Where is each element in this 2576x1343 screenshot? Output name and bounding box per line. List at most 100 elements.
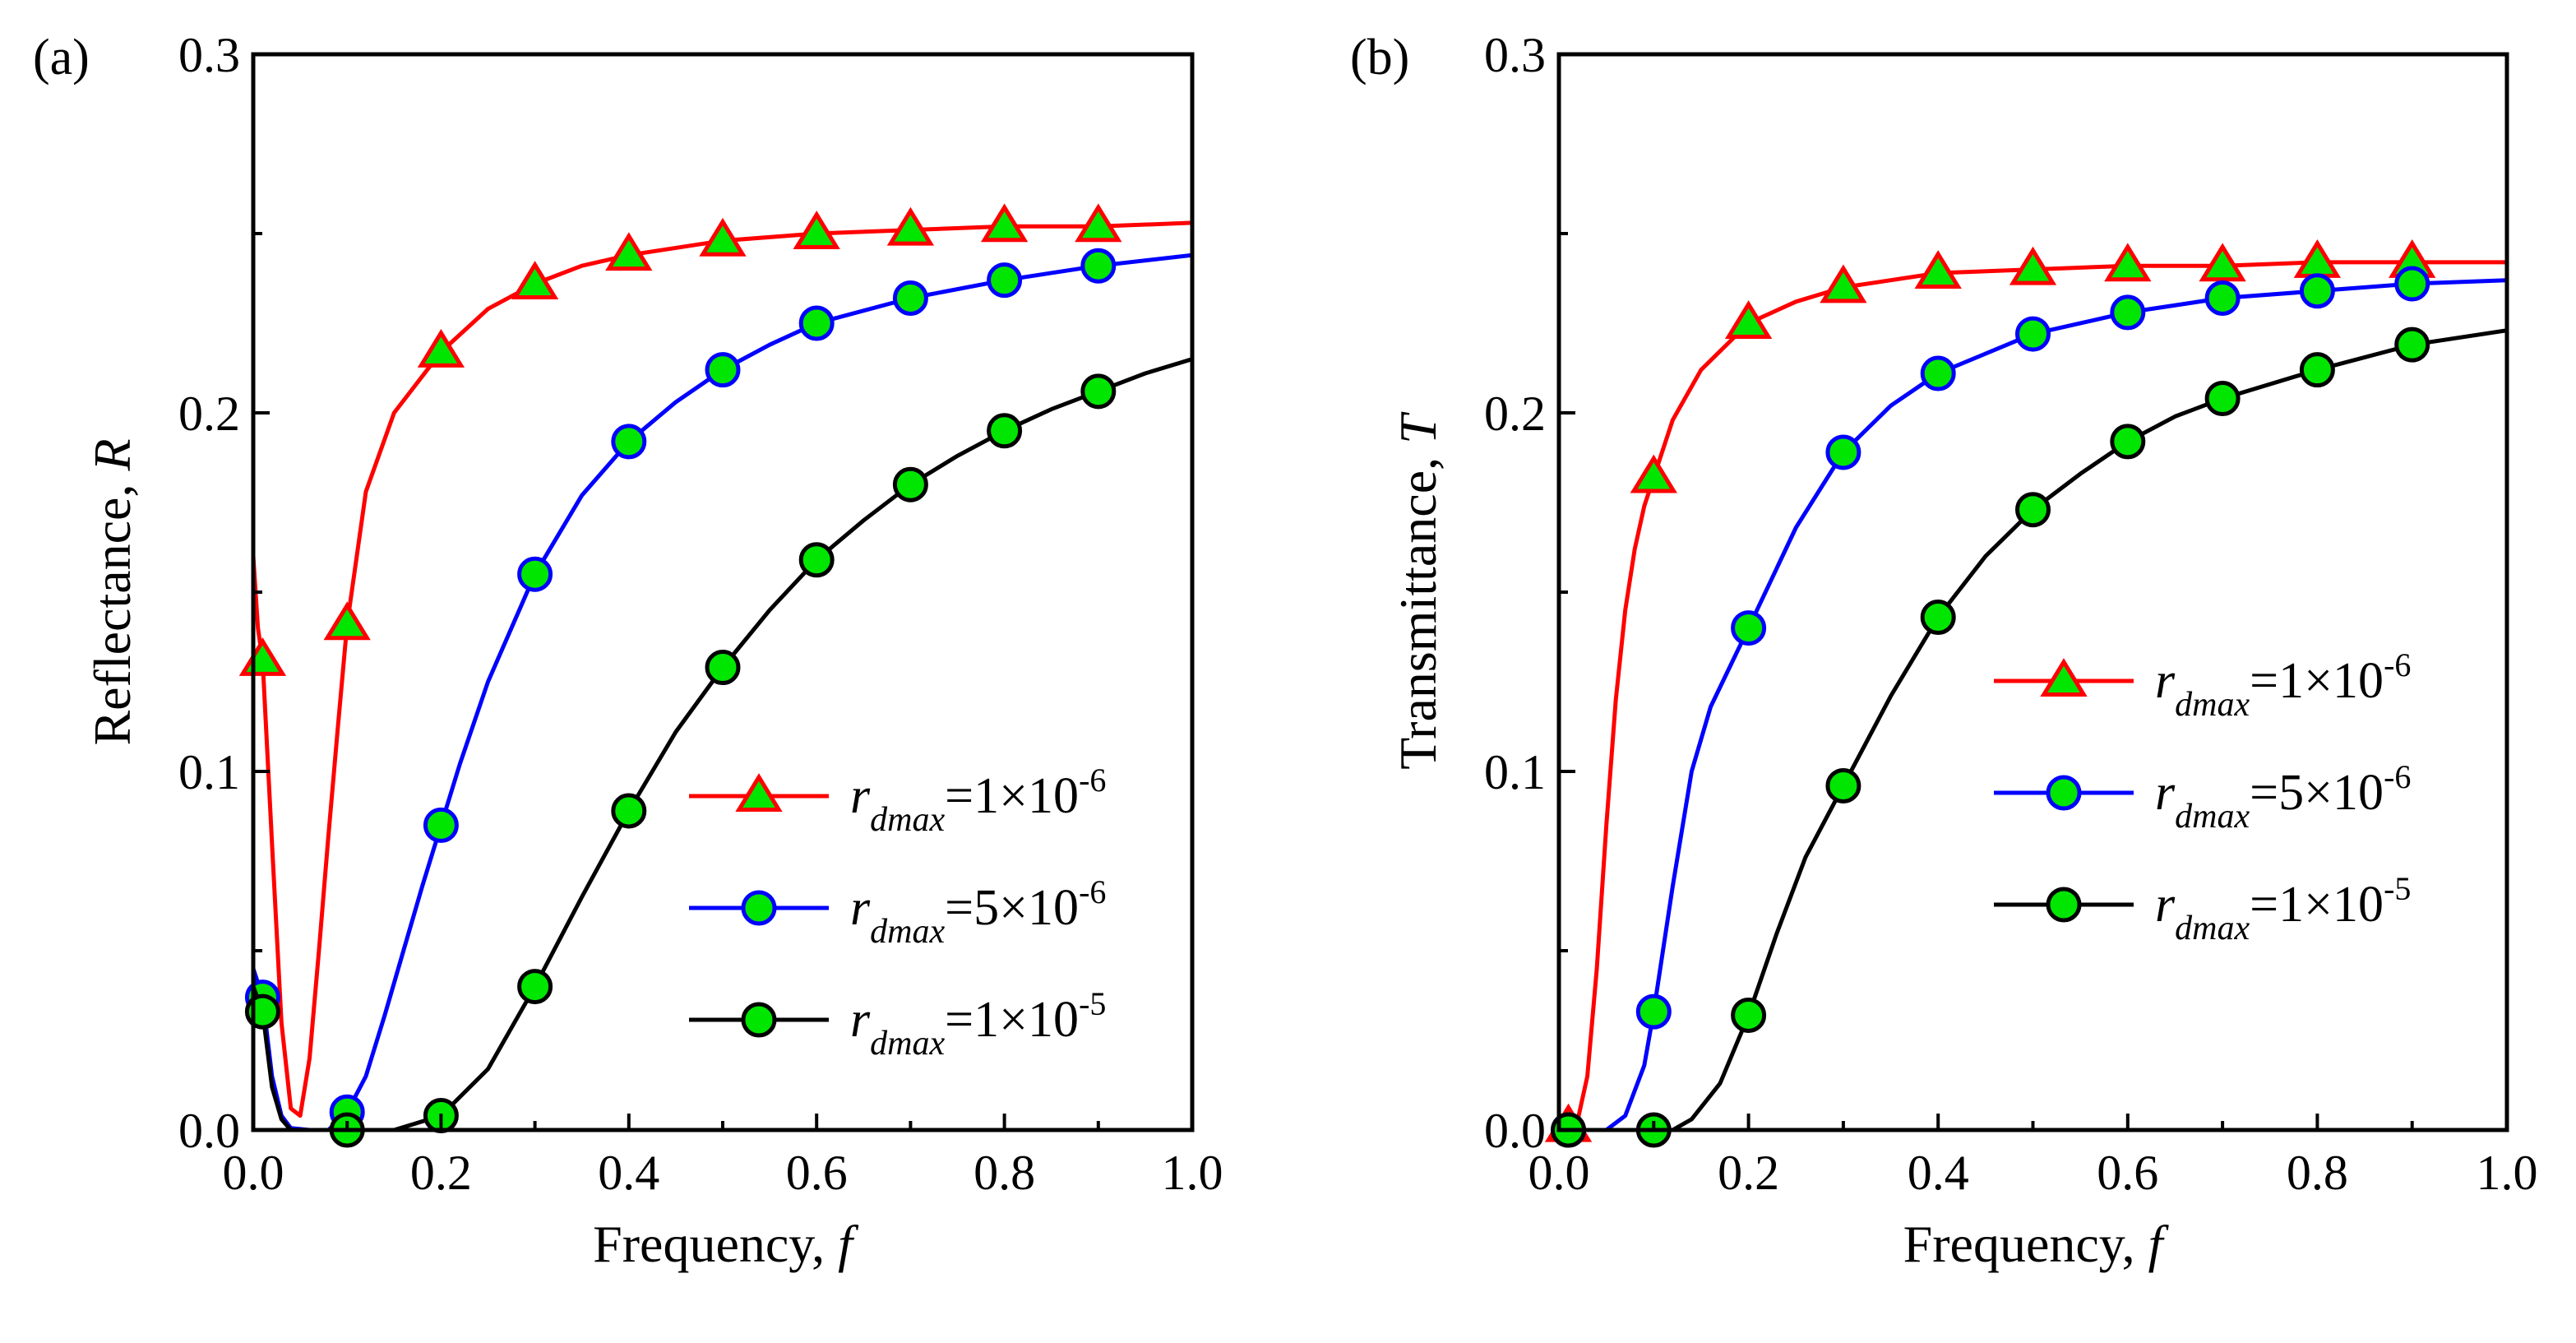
data-point [2204, 280, 2241, 316]
x-tick-label: 0.0 [223, 1146, 284, 1200]
data-point [705, 650, 741, 686]
x-tick-label: 0.8 [2287, 1146, 2348, 1200]
data-point [517, 556, 553, 592]
data-point [605, 232, 653, 271]
x-axis-title-symbol: f [838, 1215, 859, 1273]
x-tick-label: 0.2 [1718, 1146, 1779, 1200]
data-point [323, 601, 371, 641]
data-point [2110, 294, 2146, 331]
x-tick-label: 0.0 [1528, 1146, 1590, 1200]
data-point [1731, 610, 1767, 646]
data-point [2299, 352, 2335, 388]
series-line [1559, 328, 2507, 1130]
legend-label-subscript: dmax [870, 913, 945, 951]
legend-label-subscript: dmax [2175, 910, 2250, 947]
legend-marker [735, 773, 783, 812]
legend-label-value: =1×10 [945, 768, 1079, 824]
data-point [2394, 266, 2430, 302]
legend-label: rdmax=1×10-6 [2155, 646, 2411, 724]
panel-label: (b) [1350, 30, 1409, 86]
legend-label-exponent: -6 [1079, 873, 1106, 910]
data-point [2110, 424, 2146, 460]
y-tick-label: 0.3 [178, 28, 240, 82]
data-point [1825, 767, 1861, 803]
y-axis-title-symbol: R [83, 438, 141, 471]
y-axis-title-symbol: T [1389, 411, 1447, 444]
legend-label-base: r [850, 880, 871, 936]
x-tick-label: 1.0 [1162, 1146, 1223, 1200]
x-tick-label: 0.6 [2097, 1146, 2158, 1200]
data-point [2009, 246, 2057, 285]
data-point [517, 969, 553, 1005]
data-point [611, 793, 647, 829]
data-point [798, 542, 835, 578]
data-point [987, 262, 1023, 299]
legend-label-exponent: -6 [1079, 762, 1106, 799]
data-point [892, 466, 928, 502]
x-tick-label: 1.0 [2477, 1146, 2538, 1200]
legend-label-base: r [2155, 877, 2176, 933]
data-point [2015, 316, 2051, 352]
data-point [1920, 355, 1956, 391]
panel-label: (a) [33, 30, 90, 86]
y-tick-label: 0.1 [1484, 745, 1546, 799]
y-axis-title-text: Reflectance, [83, 471, 141, 746]
legend-marker [741, 1002, 777, 1038]
data-point [511, 261, 559, 300]
legend-label-subscript: dmax [870, 801, 945, 839]
data-point [1080, 373, 1117, 410]
legend-label-subscript: dmax [870, 1025, 945, 1063]
data-point [1825, 434, 1861, 470]
legend-label: rdmax=5×10-6 [2155, 758, 2411, 836]
x-axis-title: Frequency, f [1903, 1215, 2170, 1273]
data-point [2293, 238, 2342, 278]
legend-label-base: r [850, 768, 871, 824]
data-point [798, 305, 835, 341]
data-point [2104, 243, 2152, 282]
data-point [417, 328, 465, 368]
legend-label-value: =5×10 [945, 880, 1079, 936]
data-point [1914, 250, 1962, 289]
data-point [793, 211, 840, 249]
data-point [705, 352, 741, 388]
legend-marker [2046, 887, 2082, 923]
data-point [2199, 243, 2246, 282]
x-tick-label: 0.8 [974, 1146, 1035, 1200]
y-tick-label: 0.2 [178, 387, 240, 441]
data-point [2299, 273, 2335, 309]
data-point [2015, 492, 2051, 528]
legend-label: rdmax=5×10-6 [850, 873, 1106, 951]
legend-marker [741, 890, 777, 926]
legend-label-exponent: -6 [2384, 646, 2411, 683]
y-tick-label: 0.1 [178, 745, 240, 799]
legend-label-exponent: -6 [2384, 758, 2411, 795]
series-2 [1559, 328, 2507, 1130]
y-tick-label: 0.2 [1484, 387, 1546, 441]
x-tick-label: 0.4 [1908, 1146, 1969, 1200]
data-point [1731, 997, 1767, 1033]
legend-label-base: r [850, 992, 871, 1048]
data-point [2204, 381, 2241, 417]
x-tick-label: 0.4 [598, 1146, 659, 1200]
data-point [980, 203, 1029, 243]
x-tick-label: 0.6 [786, 1146, 848, 1200]
legend-label-base: r [2155, 765, 2176, 821]
legend-label-value: =1×10 [945, 992, 1079, 1048]
data-point [238, 637, 287, 676]
panel-a: 0.0 0.2 0.4 0.6 0.8 1.0 0.0 0.1 0.2 0.3 Frequency,… [33, 28, 1223, 1273]
legend-label-exponent: -5 [1079, 985, 1106, 1022]
legend-label-subscript: dmax [2175, 686, 2250, 724]
legend-label-value: =1×10 [2250, 653, 2384, 709]
x-axis-title-text: Frequency, [1903, 1215, 2148, 1273]
legend-label-subscript: dmax [2175, 798, 2250, 836]
data-point [1635, 993, 1672, 1030]
x-tick-label: 0.2 [410, 1146, 472, 1200]
data-point [1630, 454, 1677, 493]
data-point [1820, 264, 1867, 303]
data-point [611, 424, 647, 460]
y-axis-title: Reflectance, R [83, 438, 141, 745]
data-point [1724, 300, 1773, 339]
